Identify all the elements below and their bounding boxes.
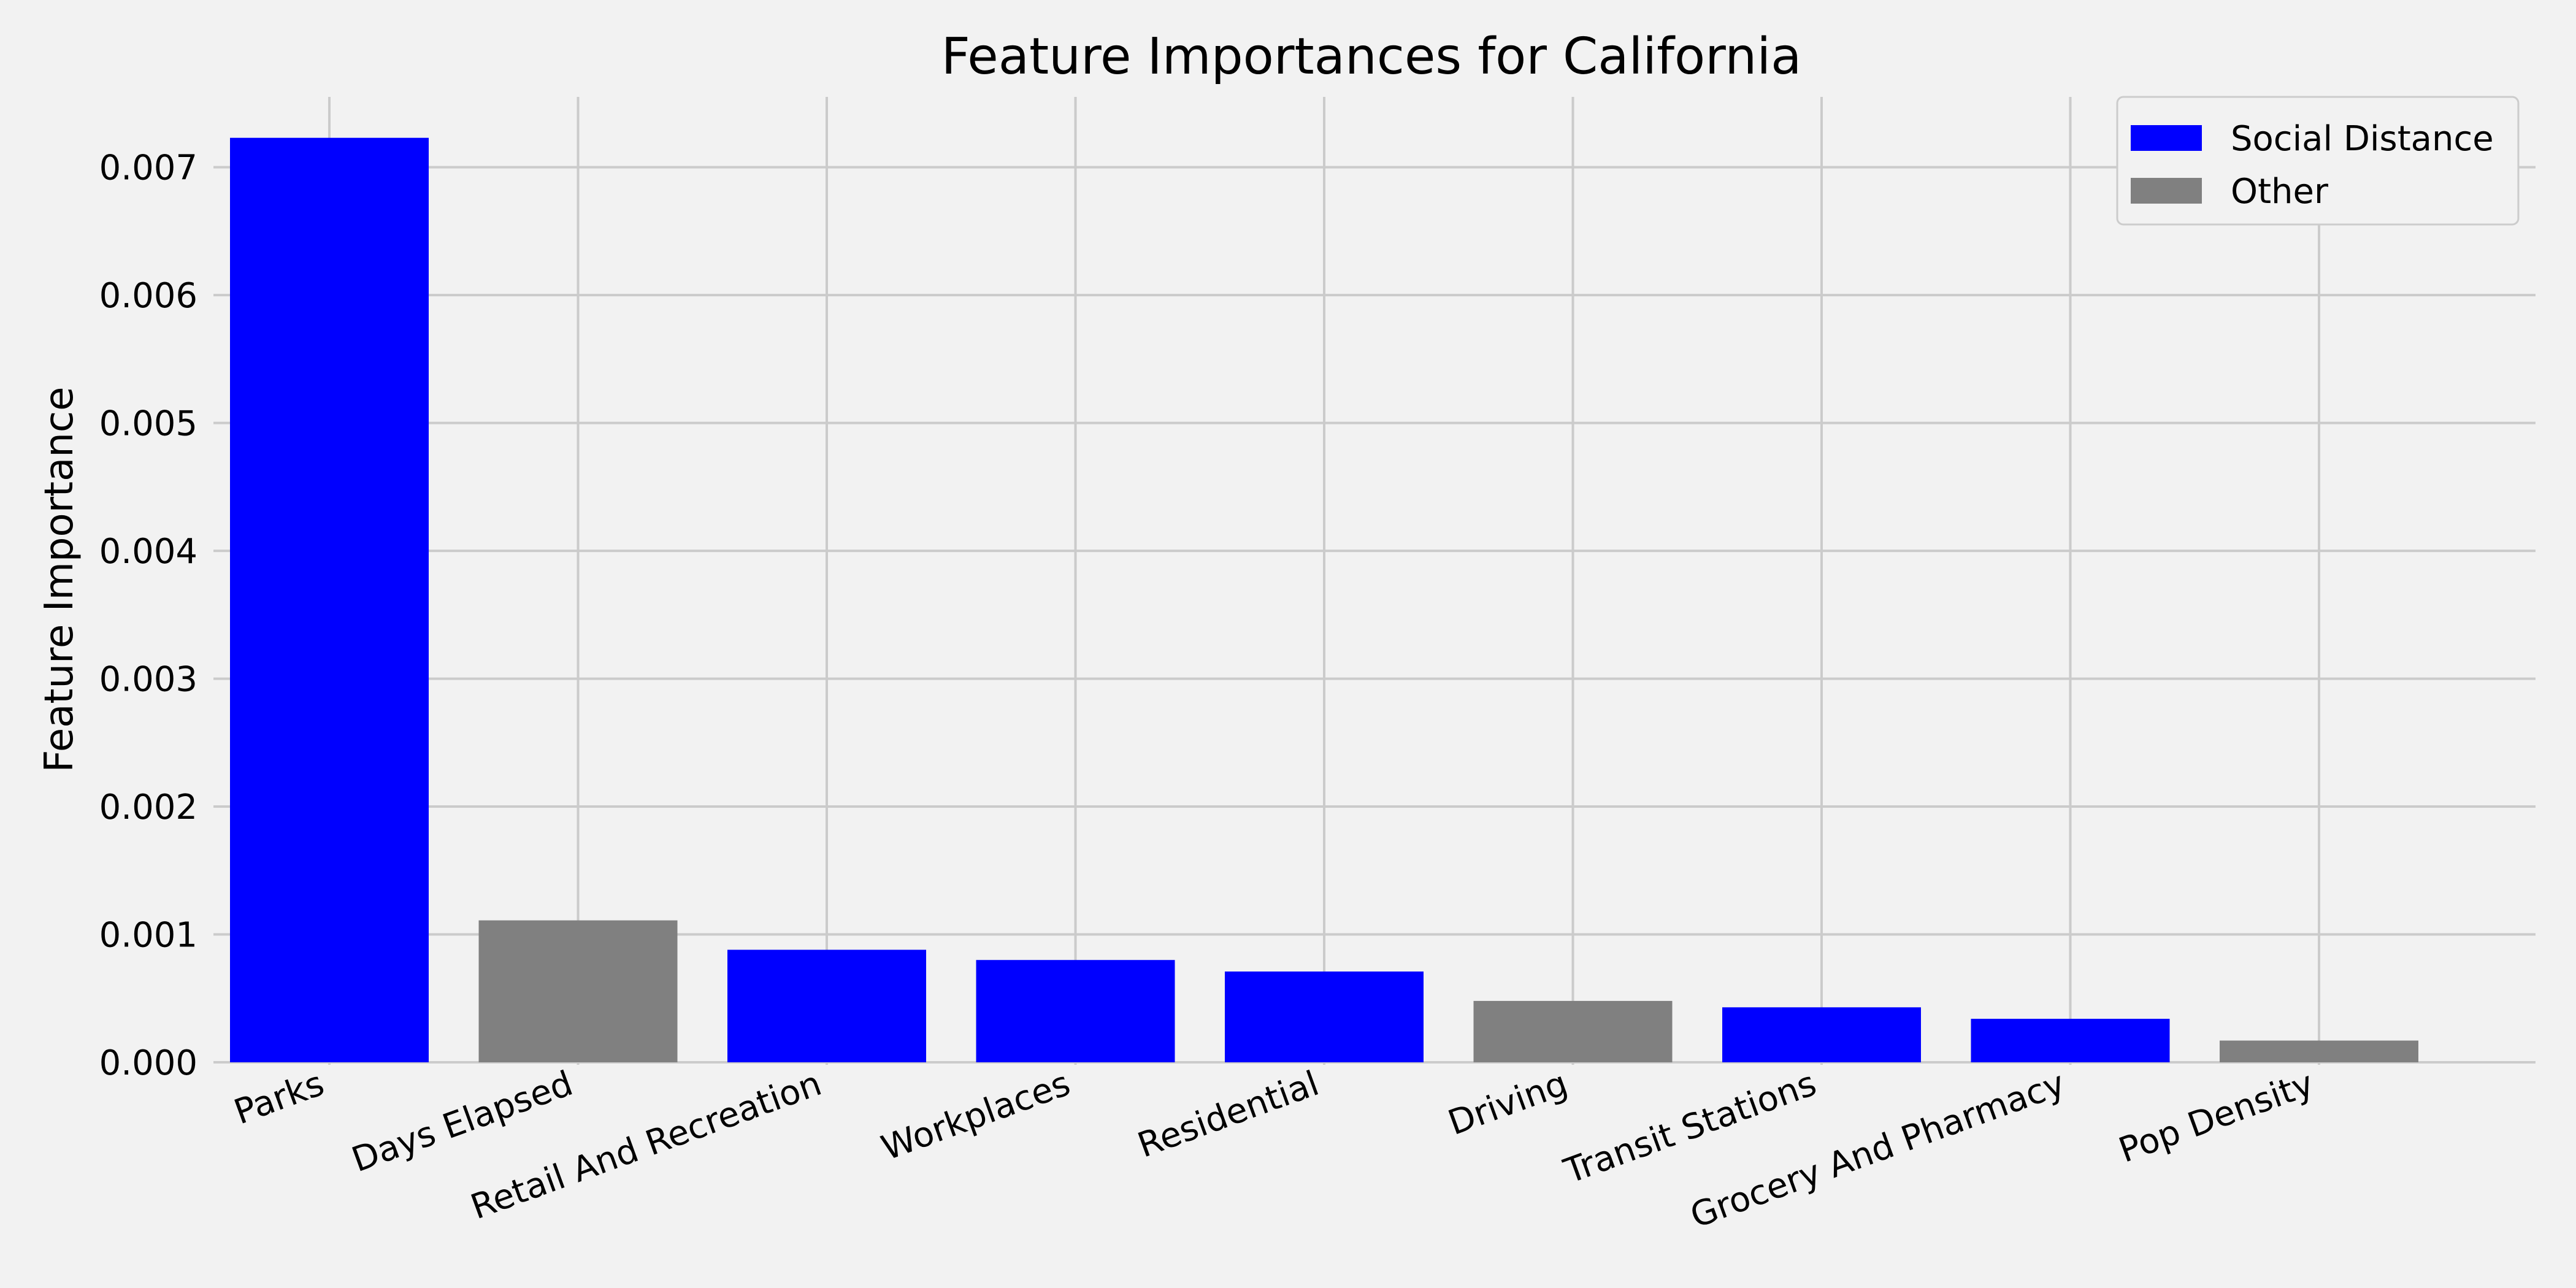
- y-tick-label: 0.001: [99, 916, 197, 956]
- legend-frame: [2116, 96, 2520, 226]
- y-tick-label: 0.004: [99, 532, 197, 572]
- y-tick-label: 0.003: [99, 660, 197, 700]
- legend-swatch-other: [2131, 178, 2202, 204]
- chart-title: Feature Importances for California: [941, 28, 1802, 86]
- bars: [230, 137, 2418, 1062]
- gridlines: [213, 97, 2536, 1065]
- bar-pop-density: [2220, 1040, 2418, 1062]
- bar-driving: [1473, 1000, 1673, 1062]
- x-tick-label-residential: Residential: [1133, 1064, 1324, 1166]
- y-tick-label: 0.007: [99, 148, 197, 188]
- legend-label-other: Other: [2231, 172, 2329, 212]
- y-tick-label: 0.002: [99, 788, 197, 827]
- bar-grocery-and-pharmacy: [1971, 1019, 2170, 1062]
- bar-days-elapsed: [478, 920, 678, 1062]
- legend: Social Distance Other: [2116, 96, 2520, 226]
- x-tick-label-workplaces: Workplaces: [876, 1064, 1075, 1168]
- bar-parks: [230, 137, 429, 1062]
- legend-label-social-distance: Social Distance: [2231, 119, 2494, 159]
- y-tick-label: 0.000: [99, 1043, 197, 1083]
- y-tick-label: 0.005: [99, 404, 197, 444]
- y-axis-label: Feature Importance: [37, 387, 82, 773]
- x-tick-label-driving: Driving: [1443, 1064, 1573, 1143]
- legend-swatch-social-distance: [2131, 125, 2202, 151]
- bar-workplaces: [976, 960, 1175, 1062]
- x-tick-label-parks: Parks: [229, 1064, 329, 1132]
- bar-residential: [1225, 971, 1424, 1062]
- bar-transit-stations: [1722, 1007, 1921, 1062]
- bar-retail-and-recreation: [727, 949, 926, 1062]
- x-tick-label-pop-density: Pop Density: [2114, 1064, 2318, 1171]
- y-tick-label: 0.006: [99, 276, 197, 316]
- y-tick-labels: 0.000 0.001 0.002 0.003 0.004 0.005 0.006 0.007: [99, 148, 197, 1083]
